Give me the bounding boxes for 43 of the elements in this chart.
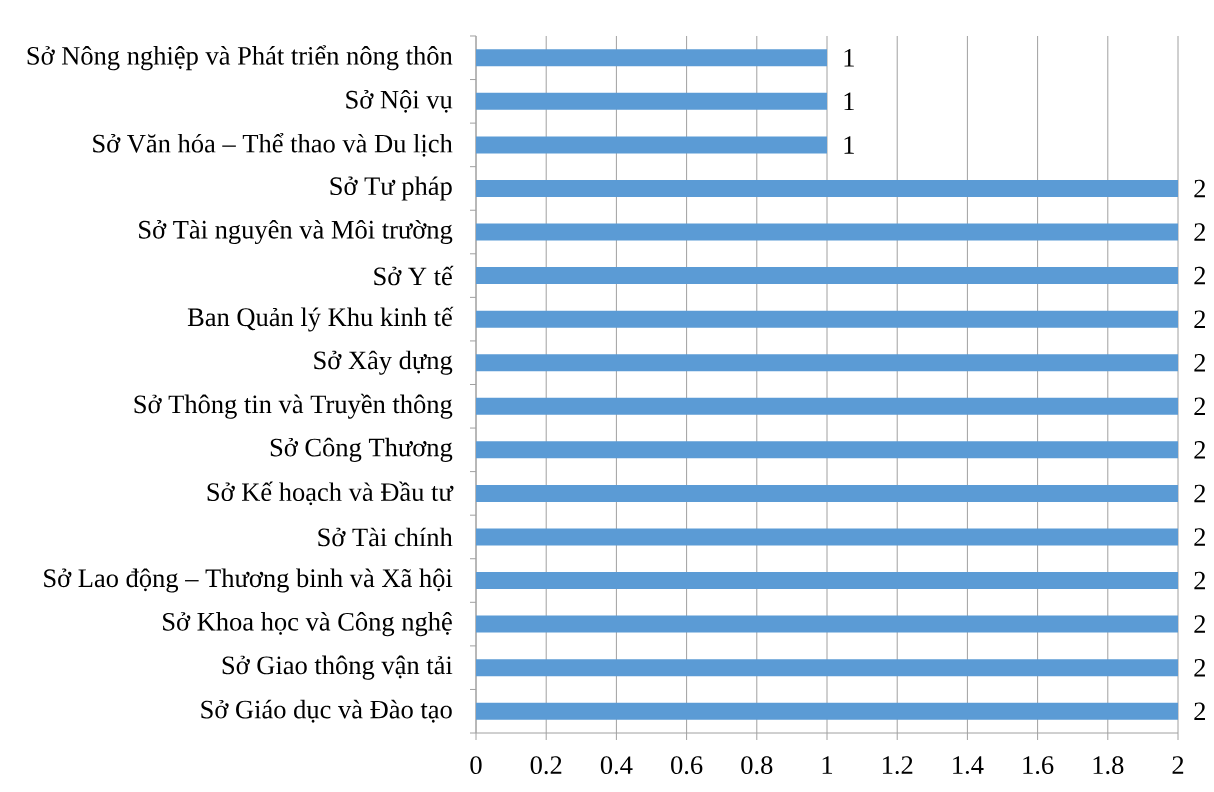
- data-label: 2: [1194, 615, 1205, 633]
- y-tick-label: Sở Công Thương: [270, 437, 453, 462]
- x-tick-label: 1: [822, 756, 833, 774]
- y-tick-label: Sở Thông tin và Truyền thông: [134, 393, 453, 419]
- x-tick-label: 0.2: [530, 756, 562, 775]
- y-tick-label: Sở Y tế: [374, 265, 454, 286]
- y-tick-label: Sở Nội vụ: [346, 89, 453, 113]
- x-tick-label: 0.4: [600, 756, 633, 775]
- y-tick-label: Sở Kế hoạch và Đầu tư: [207, 481, 454, 506]
- data-label: 2: [1194, 266, 1205, 285]
- y-tick-label: Sở Tài nguyên và Môi trường: [139, 219, 453, 245]
- x-tick-label: 0: [470, 756, 482, 775]
- data-label: 2: [1194, 484, 1205, 503]
- x-tick-label: 1.2: [882, 756, 913, 775]
- data-label: 2: [1194, 353, 1205, 372]
- y-tick-label: Sở Giao thông vận tải: [222, 655, 453, 680]
- y-tick-label: Sở Giáo dục và Đào tạo: [201, 699, 452, 723]
- data-label: 2: [1194, 658, 1205, 677]
- y-tick-label: Sở Tư pháp: [330, 176, 452, 201]
- x-tick-label: 1.8: [1093, 756, 1124, 775]
- x-tick-label: 0.8: [741, 756, 773, 775]
- y-tick-label: Sở Văn hóa – Thể thao và Du lịch: [93, 133, 453, 157]
- y-tick-label: Sở Tài chính: [318, 527, 453, 547]
- x-tick-label: 1.4: [953, 756, 984, 775]
- data-label: 2: [1194, 223, 1205, 241]
- y-tick-label: Sở Nông nghiệp và Phát triển nông thôn: [27, 45, 453, 71]
- data-label: 2: [1194, 397, 1205, 416]
- data-label: 1: [844, 49, 854, 67]
- x-tick-label: 0.6: [671, 756, 703, 775]
- data-label: 2: [1194, 179, 1205, 198]
- data-label: 2: [1194, 702, 1205, 720]
- data-label: 2: [1194, 571, 1205, 590]
- data-label: 2: [1194, 310, 1205, 328]
- data-label: 2: [1194, 528, 1205, 546]
- y-tick-label: Sở Xây dựng: [314, 350, 453, 375]
- y-tick-label: Sở Khoa học và Công nghệ: [163, 612, 452, 637]
- y-tick-label: Sở Lao động – Thương binh và Xã hội: [44, 568, 453, 593]
- data-label: 1: [844, 136, 854, 154]
- data-label: 2: [1194, 441, 1205, 459]
- data-label: 1: [844, 92, 854, 111]
- x-tick-label: 2: [1172, 756, 1184, 774]
- y-tick-label: Ban Quản lý Khu kinh tế: [187, 306, 454, 332]
- x-tick-label: 1.6: [1023, 756, 1054, 775]
